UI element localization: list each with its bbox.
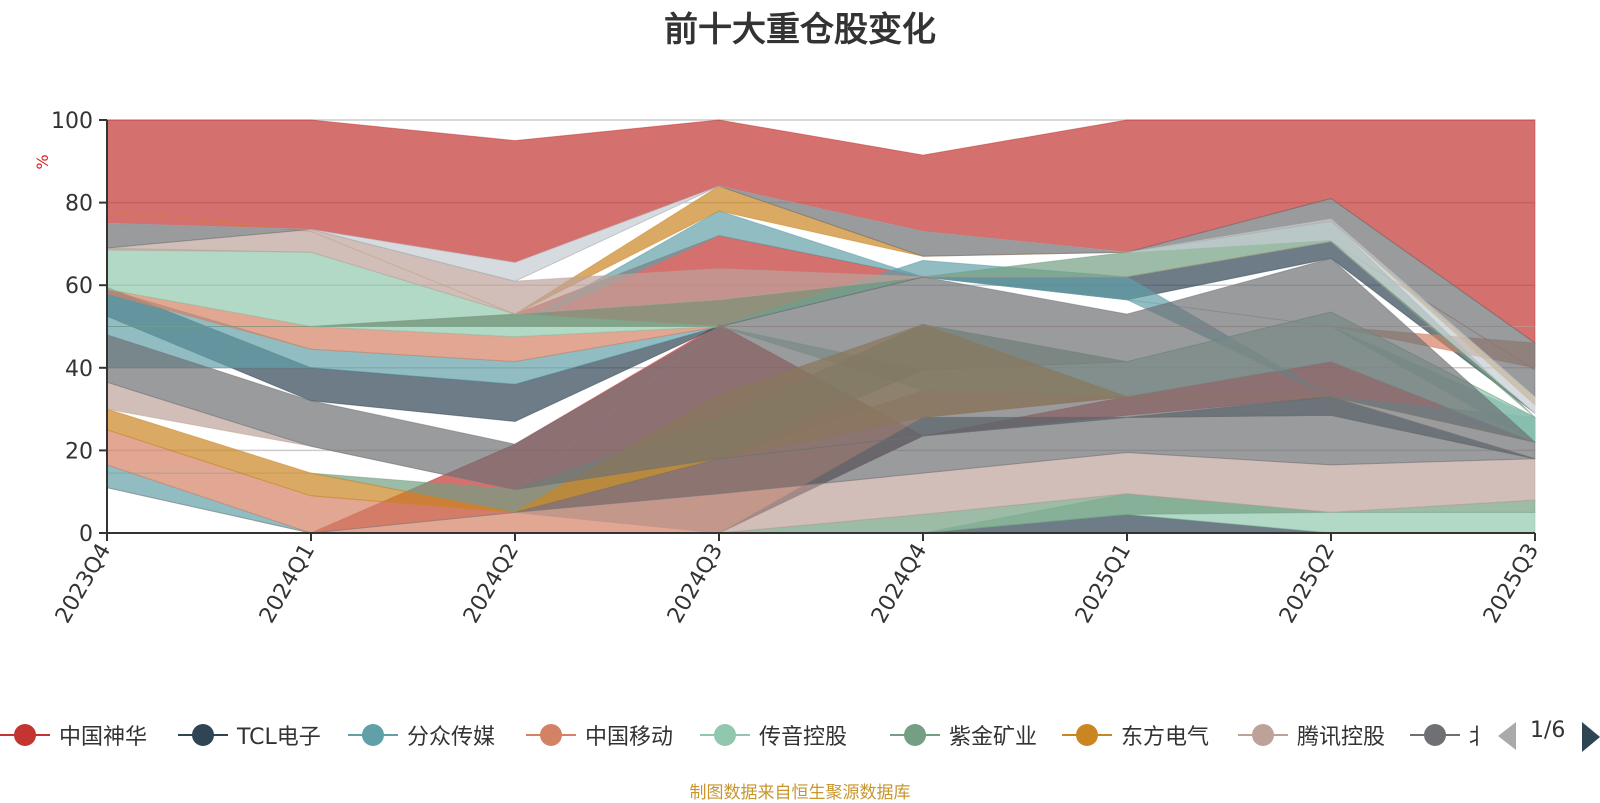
legend-next-page-icon[interactable]: [1582, 722, 1600, 752]
legend-marker-icon: [890, 719, 940, 751]
y-axis-unit-label: %: [33, 154, 52, 169]
area-band-24: [106, 185, 1536, 415]
legend-label: 传音控股: [759, 725, 848, 750]
legend-item[interactable]: 东方电气: [1062, 715, 1209, 755]
x-tick-label: 2025Q2: [1275, 540, 1340, 628]
x-tick-label: 2025Q1: [1071, 540, 1136, 628]
legend-label: 分众传媒: [407, 725, 496, 750]
legend-marker-icon: [1062, 719, 1112, 751]
legend-item[interactable]: TCL电子: [178, 715, 321, 755]
legend-marker-icon: [1410, 719, 1460, 751]
legend-item[interactable]: 分众传媒: [348, 715, 495, 755]
legend-page-indicator: 1/6: [1530, 718, 1566, 743]
legend-item[interactable]: 紫金矿业: [890, 715, 1037, 755]
x-tick-label: 2024Q1: [255, 540, 320, 628]
x-tick-label: 2024Q2: [459, 540, 524, 628]
legend-label: 中国移动: [585, 725, 674, 750]
y-tick-label: 60: [65, 274, 93, 299]
legend-label: 北: [1469, 719, 1480, 751]
legend-marker-icon: [1238, 719, 1288, 751]
y-tick-label: 40: [65, 357, 93, 382]
chart-title: 前十大重仓股变化: [664, 10, 936, 50]
legend-marker-icon: [526, 719, 576, 751]
area-band-22: [107, 414, 1536, 534]
x-tick-label: 2025Q3: [1479, 540, 1544, 628]
y-tick-label: 0: [79, 522, 93, 547]
area-band-19: [106, 228, 1536, 414]
legend-item[interactable]: 腾讯控股: [1238, 715, 1385, 755]
y-tick-label: 80: [65, 192, 93, 217]
legend-marker-icon: [348, 719, 398, 751]
legend-label: TCL电子: [237, 725, 321, 750]
legend-marker-icon: [0, 719, 50, 751]
legend-marker-icon: [700, 719, 750, 751]
x-tick-label: 2024Q4: [867, 540, 932, 628]
legend-label: 东方电气: [1121, 725, 1210, 750]
legend-label: 腾讯控股: [1297, 725, 1386, 750]
legend-prev-page-icon[interactable]: [1498, 722, 1516, 750]
y-tick-label: 20: [65, 439, 93, 464]
x-tick-label: 2023Q4: [51, 540, 116, 628]
legend: 中国神华 TCL电子 分众传媒 中国移动 传音控股 紫金矿业 东方电气 腾讯控股 北: [0, 715, 1480, 755]
chart-canvas: 0 20 40 60 80 100 2023Q4 2024Q1 2024Q2 2024Q3 2024…: [33, 109, 1544, 628]
x-tick-label: 2024Q3: [663, 540, 728, 628]
legend-marker-icon: [178, 719, 228, 751]
legend-label: 中国神华: [59, 725, 148, 750]
legend-pager: 1/6: [1498, 718, 1600, 752]
legend-item[interactable]: 中国神华: [0, 715, 147, 755]
legend-item[interactable]: 北: [1410, 715, 1480, 755]
source-note: 制图数据来自恒生聚源数据库: [689, 783, 911, 803]
legend-item[interactable]: 传音控股: [700, 715, 847, 755]
area-bands: [106, 119, 1536, 534]
y-tick-label: 100: [51, 109, 93, 134]
legend-item[interactable]: 中国移动: [526, 715, 673, 755]
legend-label: 紫金矿业: [949, 725, 1038, 750]
